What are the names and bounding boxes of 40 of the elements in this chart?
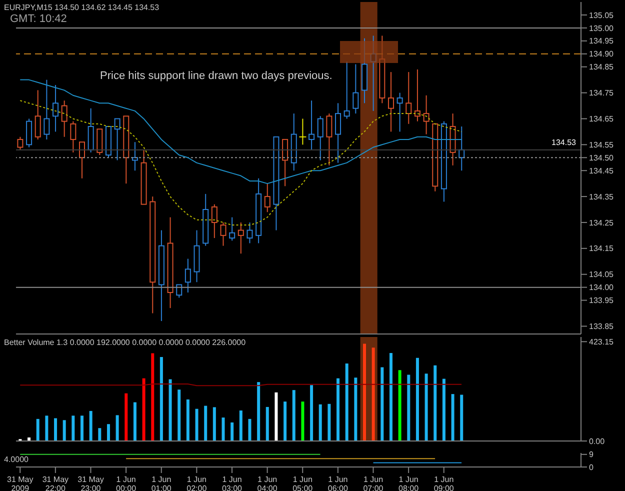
chart-title: EURJPY,M15 134.50 134.62 134.45 134.53 xyxy=(4,3,160,12)
x-tick-label: 1 Jun 01:00 xyxy=(151,475,172,491)
y-tick-label: 134.95 xyxy=(589,36,614,46)
chart-title: Better Volume 1.3 0.0000 192.0000 0.0000 0.0000 0.0000 226.0000 xyxy=(4,338,246,347)
x-tick-label: 1 Jun 04:00 xyxy=(257,475,278,491)
y-tick-label: 133.95 xyxy=(589,296,614,306)
y-tick-label: 134.55 xyxy=(589,140,614,150)
x-tick-label: 1 Jun 07:00 xyxy=(363,475,384,491)
x-tick-label: 1 Jun 02:00 xyxy=(186,475,208,491)
y-tick-label: 134.00 xyxy=(589,283,614,292)
y-tick-label: 9 xyxy=(589,450,594,460)
y-tick-label: 133.85 xyxy=(589,322,614,332)
annotation: Price hits support line drawn two days previous. xyxy=(100,70,332,82)
y-tick-label: 134.90 xyxy=(589,50,614,59)
chart-title: 4.0000 xyxy=(4,455,28,464)
x-tick-label: 1 Jun 05:00 xyxy=(292,475,314,491)
y-tick-label: 135.05 xyxy=(589,10,614,20)
y-tick-label: 134.15 xyxy=(589,244,614,254)
y-tick-label: 134.50 xyxy=(589,153,614,162)
y-tick-label: 134.65 xyxy=(589,114,614,124)
ref-line-label: 134.53 xyxy=(552,138,577,147)
x-tick-label: 1 Jun 06:00 xyxy=(328,475,348,491)
y-tick-label: 423.15 xyxy=(589,338,614,346)
y-tick-label: 0 xyxy=(589,462,594,472)
y-tick-label: 134.45 xyxy=(589,166,614,176)
x-tick-label: 31 May 2009 xyxy=(7,475,34,491)
x-tick-label: 1 Jun 09:00 xyxy=(434,475,454,491)
y-tick-label: 0.00 xyxy=(589,436,606,446)
x-tick-label: 1 Jun 08:00 xyxy=(398,475,420,491)
x-tick-label: 31 May 22:00 xyxy=(42,475,69,491)
x-tick-label: 1 Jun 00:00 xyxy=(116,475,137,491)
y-tick-label: 134.25 xyxy=(589,218,614,228)
y-tick-label: 135.00 xyxy=(589,24,614,33)
x-tick-label: 1 Jun 03:00 xyxy=(222,475,243,491)
y-tick-label: 134.05 xyxy=(589,270,614,280)
y-tick-label: 134.85 xyxy=(589,62,614,72)
x-tick-label: 31 May 23:00 xyxy=(78,475,104,491)
y-tick-label: 134.75 xyxy=(589,88,614,98)
text: GMT: 10:42 xyxy=(10,13,67,25)
y-tick-label: 134.35 xyxy=(589,192,614,202)
